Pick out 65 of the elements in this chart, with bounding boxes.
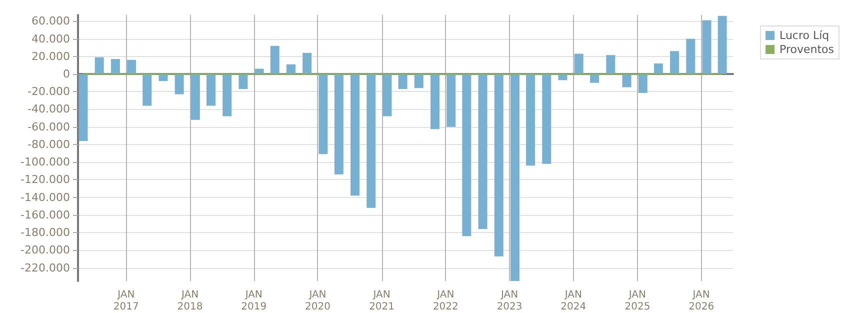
bar	[382, 74, 392, 116]
bar	[574, 54, 584, 74]
y-tick-label: 40.000	[32, 32, 70, 46]
bar	[254, 68, 264, 74]
bar	[366, 74, 376, 208]
bar	[302, 52, 312, 74]
bar	[142, 74, 152, 106]
bar	[510, 74, 520, 281]
bar	[606, 55, 616, 74]
bar	[127, 60, 136, 74]
legend-label: Lucro Líq	[780, 29, 830, 42]
bar	[350, 74, 360, 196]
bar	[222, 74, 232, 116]
x-tick-label: JAN 2025	[624, 290, 650, 312]
x-tick-label: JAN 2017	[113, 290, 139, 312]
bar	[654, 63, 663, 74]
bar	[638, 74, 648, 93]
bar	[398, 74, 408, 89]
x-tick-label: JAN 2018	[177, 290, 203, 312]
y-tick-label: -160.000	[20, 208, 70, 222]
y-tick-label: 20.000	[32, 50, 70, 63]
bar	[78, 74, 88, 141]
bar	[206, 74, 216, 106]
bar	[542, 74, 552, 164]
y-tick-label: -60.000	[28, 120, 70, 134]
bar	[430, 74, 440, 130]
y-tick-label: -100.000	[20, 156, 70, 169]
y-tick-label: -140.000	[20, 190, 70, 204]
y-tick-label: 0	[63, 68, 70, 81]
y-tick-label: -40.000	[28, 102, 70, 116]
bar	[478, 74, 488, 230]
y-tick-label: -20.000	[28, 85, 70, 98]
y-tick-label: -220.000	[20, 261, 70, 274]
bar	[670, 51, 680, 74]
bar	[110, 59, 120, 74]
y-tick-label: -200.000	[20, 244, 70, 257]
x-tick-label: JAN 2024	[560, 290, 586, 312]
x-tick-label: JAN 2021	[369, 290, 395, 312]
bar	[622, 74, 632, 88]
bar	[270, 46, 280, 74]
y-tick-label: -180.000	[20, 226, 70, 240]
bar	[686, 38, 696, 74]
bar	[238, 74, 248, 89]
x-tick-label: JAN 2022	[432, 290, 458, 312]
x-tick-label: JAN 2026	[688, 290, 714, 312]
bar	[494, 74, 504, 256]
bar	[718, 16, 727, 74]
bar	[414, 74, 424, 88]
bar	[446, 74, 456, 127]
x-tick-label: JAN 2019	[241, 290, 267, 312]
bar	[334, 74, 344, 174]
bar	[318, 74, 328, 154]
y-tick-label: 60.000	[32, 14, 70, 28]
bar	[526, 74, 536, 166]
bar	[702, 20, 712, 74]
x-tick-label: JAN 2020	[305, 290, 330, 312]
legend-label: Proventos	[780, 43, 834, 56]
x-tick-label: JAN 2023	[496, 290, 522, 312]
y-tick-label: -120.000	[20, 173, 70, 186]
bar	[462, 74, 472, 236]
bar	[174, 74, 184, 94]
bar	[190, 74, 200, 120]
bar	[94, 57, 104, 74]
bar	[286, 64, 296, 74]
y-tick-label: -80.000	[28, 138, 70, 151]
